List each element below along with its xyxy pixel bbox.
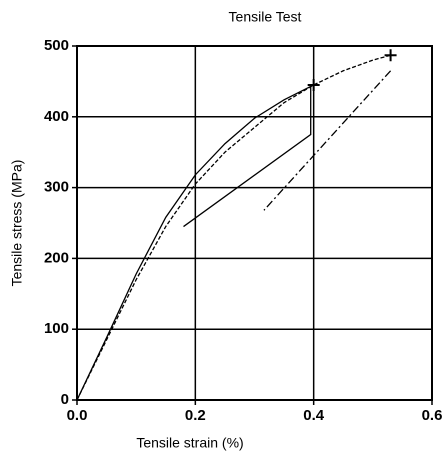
- y-axis-label: Tensile stress (MPa): [9, 160, 25, 287]
- series-line: [263, 70, 392, 211]
- x-tick-label: 0.6: [422, 407, 443, 424]
- y-tick-label: 200: [44, 249, 69, 266]
- y-tick-label: 400: [44, 108, 69, 125]
- plot-frame: [76, 45, 433, 401]
- y-tick-label: 0: [61, 391, 69, 408]
- x-axis-label: Tensile strain (%): [136, 435, 243, 451]
- series-line: [76, 54, 391, 401]
- series-line: [76, 84, 314, 401]
- plus-marker: [307, 78, 320, 91]
- chart-title: Tensile Test: [229, 9, 302, 25]
- y-tick-label: 500: [44, 37, 69, 54]
- plus-marker: [384, 49, 397, 62]
- y-tick-label: 300: [44, 179, 69, 196]
- y-tick-label: 100: [44, 320, 69, 337]
- x-tick-label: 0.2: [185, 407, 206, 424]
- x-tick-label: 0.0: [67, 407, 88, 424]
- x-tick-label: 0.4: [303, 407, 325, 424]
